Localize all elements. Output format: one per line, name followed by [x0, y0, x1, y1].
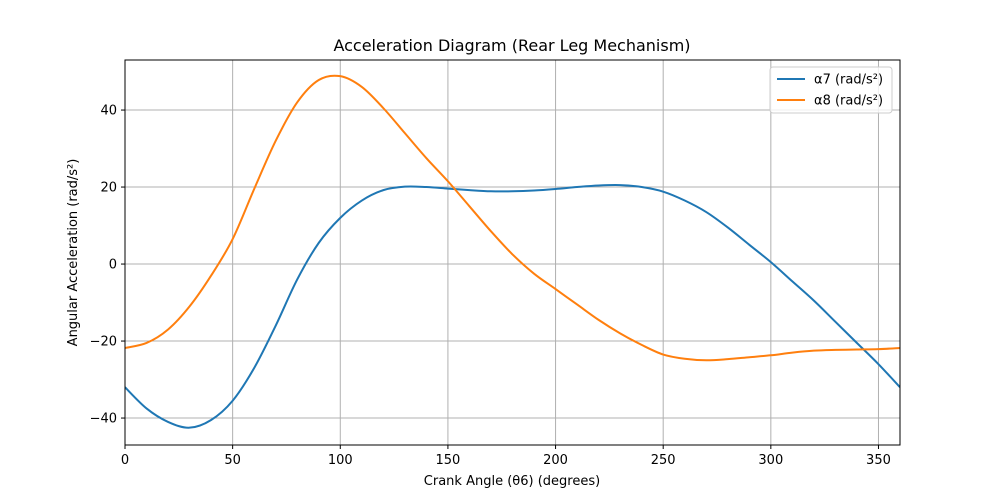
y-tick-label: 40 — [100, 104, 117, 119]
legend-label-alpha7: α7 (rad/s²) — [814, 73, 883, 88]
y-axis-label: Angular Acceleration (rad/s²) — [66, 159, 81, 347]
series-line-alpha8 — [125, 74, 900, 362]
y-axis-ticks: −40 −20 0 20 40 — [90, 104, 125, 427]
grid-lines — [124, 60, 900, 445]
x-tick-label: 50 — [224, 453, 241, 468]
y-tick-label: −40 — [90, 412, 117, 427]
x-axis-ticks: 0 50 100 150 200 250 300 350 — [121, 445, 891, 468]
plot-area-frame — [124, 59, 901, 446]
series-line-alpha7 — [125, 184, 900, 429]
y-tick-label: 0 — [109, 258, 117, 273]
y-tick-label: −20 — [90, 335, 117, 350]
x-tick-label: 300 — [758, 453, 783, 468]
x-tick-label: 200 — [543, 453, 568, 468]
y-tick-label: 20 — [100, 181, 117, 196]
series-group — [125, 74, 900, 429]
legend-label-alpha8: α8 (rad/s²) — [814, 94, 883, 109]
x-tick-label: 250 — [651, 453, 676, 468]
x-tick-label: 350 — [866, 453, 891, 468]
x-tick-label: 100 — [328, 453, 353, 468]
x-axis-label: Crank Angle (θ6) (degrees) — [424, 474, 600, 489]
x-tick-label: 150 — [436, 453, 461, 468]
legend: α7 (rad/s²) α8 (rad/s²) — [769, 66, 893, 114]
x-tick-label: 0 — [121, 453, 129, 468]
chart-title: Acceleration Diagram (Rear Leg Mechanism… — [333, 36, 690, 55]
